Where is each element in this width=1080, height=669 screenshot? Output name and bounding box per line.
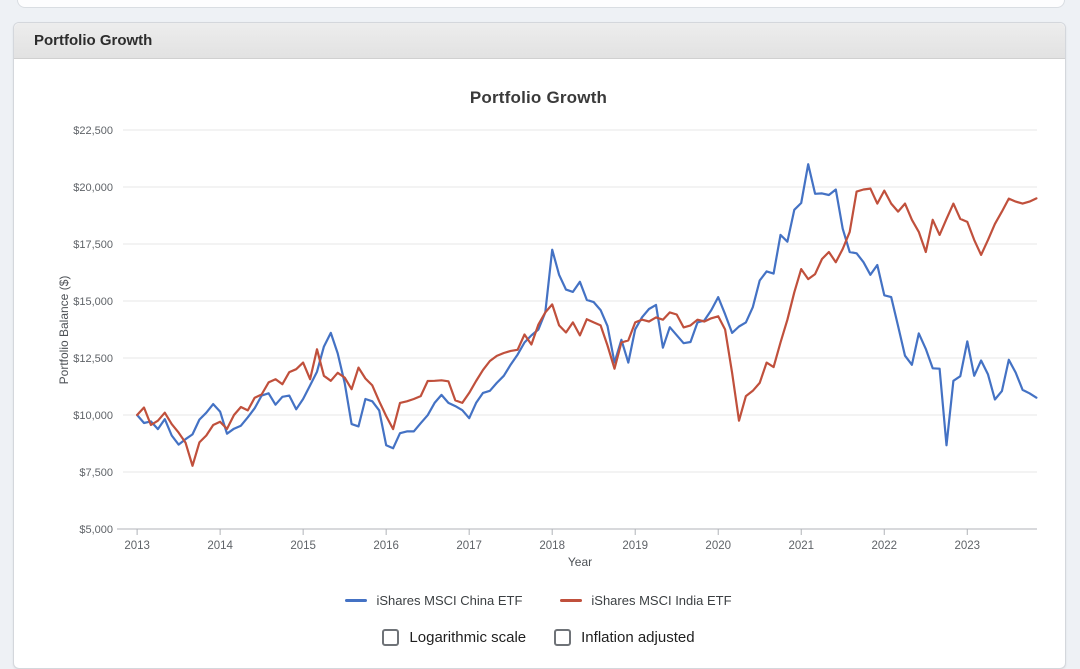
svg-text:2019: 2019: [622, 540, 648, 552]
svg-text:2014: 2014: [207, 540, 233, 552]
svg-text:2016: 2016: [373, 540, 399, 552]
svg-text:2015: 2015: [290, 540, 316, 552]
legend-item-india: iShares MSCI India ETF: [560, 593, 732, 608]
svg-text:2013: 2013: [124, 540, 150, 552]
portfolio-growth-card: Portfolio Growth $5,000 $7,500 $10,000 $12,…: [13, 22, 1066, 669]
svg-text:Year: Year: [568, 555, 592, 569]
legend-label-india: iShares MSCI India ETF: [591, 593, 732, 608]
svg-text:$5,000: $5,000: [79, 524, 113, 536]
card-header-title: Portfolio Growth: [34, 32, 153, 49]
svg-text:$7,500: $7,500: [79, 467, 113, 479]
chart-legend: iShares MSCI China ETF iShares MSCI Indi…: [14, 593, 1063, 608]
svg-text:2020: 2020: [705, 540, 731, 552]
svg-text:$20,000: $20,000: [73, 182, 113, 194]
inflation-label[interactable]: Inflation adjusted: [581, 629, 695, 646]
svg-text:Portfolio Balance ($): Portfolio Balance ($): [57, 276, 71, 385]
chart-title: Portfolio Growth: [469, 88, 608, 107]
svg-text:2023: 2023: [954, 540, 980, 552]
chart-controls: Logarithmic scale Inflation adjusted: [14, 629, 1063, 646]
log-scale-label[interactable]: Logarithmic scale: [409, 629, 527, 646]
svg-text:$10,000: $10,000: [73, 410, 113, 422]
svg-text:$17,500: $17,500: [73, 239, 113, 251]
svg-text:2022: 2022: [871, 540, 897, 552]
log-scale-control: Logarithmic scale: [382, 629, 526, 646]
chart-area: $5,000 $7,500 $10,000 $12,500 $15,000 $17,500…: [14, 59, 1063, 661]
svg-text:$15,000: $15,000: [73, 296, 113, 308]
card-header: Portfolio Growth: [14, 23, 1065, 59]
svg-text:$12,500: $12,500: [73, 353, 113, 365]
svg-text:2017: 2017: [456, 540, 482, 552]
svg-text:2021: 2021: [788, 540, 814, 552]
previous-card-bottom-edge: [17, 0, 1065, 8]
china-line-swatch: [345, 599, 368, 602]
log-scale-checkbox[interactable]: [382, 629, 400, 646]
inflation-control: Inflation adjusted: [554, 629, 695, 646]
svg-text:2018: 2018: [539, 540, 565, 552]
legend-item-china: iShares MSCI China ETF: [345, 593, 522, 608]
card-body: $5,000 $7,500 $10,000 $12,500 $15,000 $17,500…: [14, 59, 1063, 661]
inflation-checkbox[interactable]: [554, 629, 572, 646]
india-line-swatch: [560, 599, 583, 602]
legend-label-china: iShares MSCI China ETF: [376, 593, 523, 608]
svg-text:$22,500: $22,500: [73, 125, 113, 137]
